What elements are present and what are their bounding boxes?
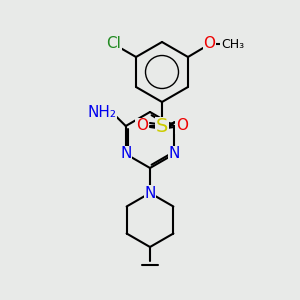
Text: Cl: Cl — [106, 37, 121, 52]
Text: N: N — [144, 185, 156, 200]
Text: N: N — [169, 146, 180, 161]
Text: NH₂: NH₂ — [88, 105, 117, 120]
Text: O: O — [136, 118, 148, 134]
Text: S: S — [156, 118, 168, 136]
Text: O: O — [203, 37, 215, 52]
Text: N: N — [120, 146, 131, 161]
Text: O: O — [176, 118, 188, 134]
Text: CH₃: CH₃ — [221, 38, 244, 50]
